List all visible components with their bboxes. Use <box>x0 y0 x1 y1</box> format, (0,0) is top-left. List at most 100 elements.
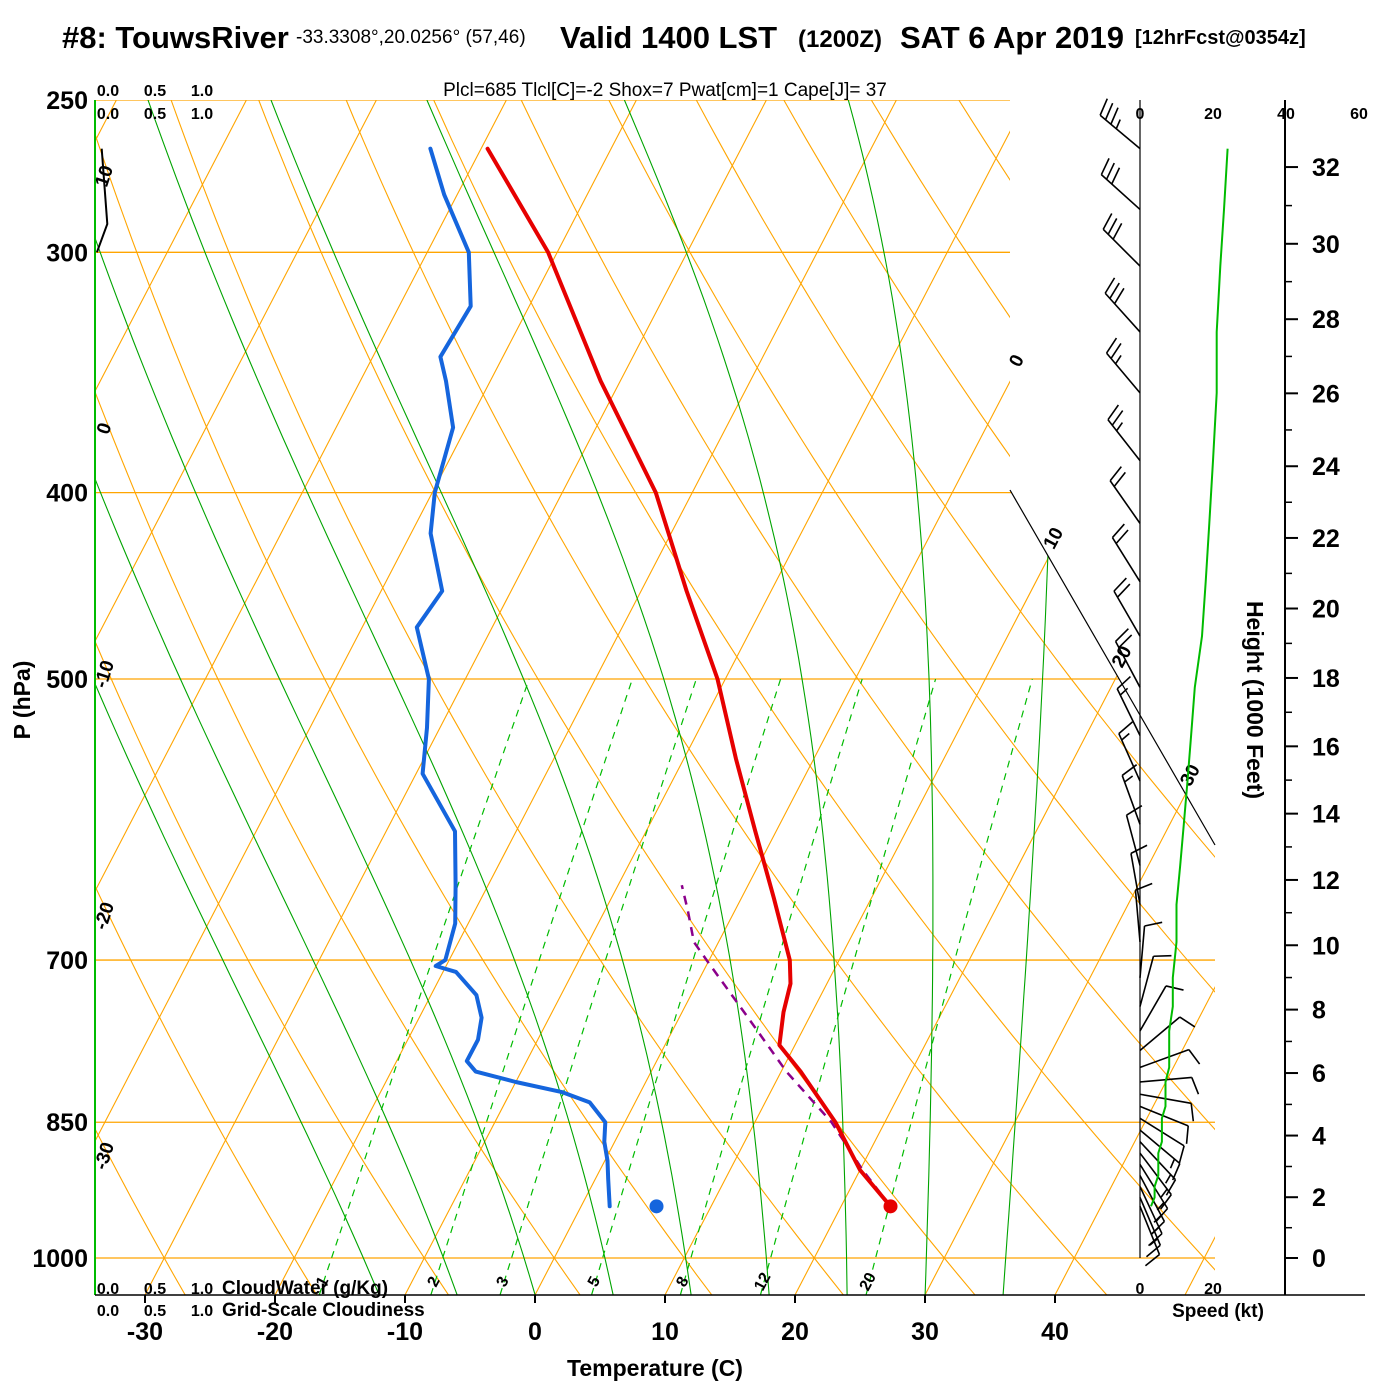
wind-barb-staff <box>1139 1197 1162 1246</box>
pressure-tick-label: 500 <box>46 666 88 694</box>
isotherm-line <box>534 100 1157 1295</box>
wind-barb-full <box>1105 162 1115 180</box>
dry-adiabat-line <box>433 100 1215 1295</box>
wind-barb-staff <box>1107 419 1141 462</box>
height-tick-label: 32 <box>1312 154 1340 182</box>
wind-barb-full <box>1144 921 1163 927</box>
wind-barb-full <box>1109 466 1122 482</box>
height-axis-title: Height (1000 Feet) <box>1242 601 1268 799</box>
dry-adiabat-line <box>170 100 844 1295</box>
cloudiness-scale-label-bottom: 0.0 <box>97 1303 119 1320</box>
wind-barb-full <box>1111 167 1121 185</box>
isotherm-line <box>95 100 247 1295</box>
wind-barb <box>1100 158 1141 211</box>
wind-barb-staff <box>1130 853 1141 905</box>
dry-adiabat-line <box>783 100 1215 1295</box>
wind-barb-full <box>1191 1077 1200 1095</box>
wind-barb-half <box>1115 422 1124 432</box>
isotherm-line <box>95 100 637 1295</box>
wind-barb <box>1118 721 1141 782</box>
moist-adiabat-line <box>1002 100 1054 1295</box>
dry-adiabat-line <box>345 100 1108 1295</box>
wind-barb-staff <box>1100 174 1141 211</box>
wind-barb <box>1105 337 1141 394</box>
wind-barb-half <box>1121 732 1130 741</box>
wind-barb-panel <box>1099 98 1229 1267</box>
pressure-axis-title: P (hPa) <box>9 661 35 740</box>
isotherm-line <box>144 100 767 1295</box>
pressure-tick-label: 250 <box>46 87 88 115</box>
speed-scale-label-top: 0 <box>1136 106 1145 123</box>
wind-barb <box>1139 1152 1172 1210</box>
height-tick-label: 14 <box>1312 801 1340 829</box>
wind-barb-full <box>1153 954 1172 958</box>
grid-cut-boundary <box>1009 489 1216 846</box>
surface-dewpoint-dot <box>649 1199 664 1214</box>
isotherm-line <box>95 100 377 1295</box>
mixing-ratio-line <box>591 678 782 1295</box>
wind-barb-full <box>1118 634 1133 649</box>
speed-scale-label-top: 60 <box>1350 106 1368 123</box>
moist-adiabat-line <box>95 100 536 1295</box>
wind-barb-full <box>1126 805 1143 816</box>
wind-barb-full <box>1145 1244 1161 1258</box>
height-tick-label: 4 <box>1312 1123 1326 1151</box>
pressure-tick-label: 1000 <box>32 1245 88 1273</box>
moist-adiabat-line <box>623 100 848 1295</box>
wind-barb <box>1125 805 1143 866</box>
wind-barb-staff <box>1105 352 1141 394</box>
temperature-tick-label: 0 <box>528 1318 542 1346</box>
wind-barb-full <box>1116 583 1131 598</box>
wind-barb-staff <box>1104 292 1141 333</box>
height-tick-label: 30 <box>1312 231 1340 259</box>
wind-barb <box>1134 882 1153 943</box>
wind-barb <box>1139 1048 1201 1069</box>
cloudiness-scale-label-top: 1.0 <box>191 106 213 123</box>
cloudwater-scale-label-bottom: 1.0 <box>191 1281 213 1298</box>
height-tick-label: 0 <box>1312 1245 1326 1273</box>
wind-barb-full <box>1107 218 1118 235</box>
moist-adiabat-line <box>270 100 692 1295</box>
isotherm-line <box>274 100 897 1295</box>
dry-adiabat-line <box>95 100 713 1295</box>
cloudwater-scale-label-bottom: 0.0 <box>97 1281 119 1298</box>
height-tick-label: 24 <box>1312 453 1340 481</box>
height-tick-label: 20 <box>1312 596 1340 624</box>
temperature-axis-title: Temperature (C) <box>567 1355 743 1381</box>
wind-barb-staff <box>1116 688 1141 736</box>
isotherm-line <box>1054 100 1215 1295</box>
wind-barb <box>1139 985 1184 1032</box>
wind-barb-staff <box>1118 733 1141 782</box>
wind-barb-full <box>1144 1253 1160 1267</box>
cloudiness-scale-label-top: 0.0 <box>97 106 119 123</box>
wind-barb-full <box>1113 471 1126 487</box>
height-tick-label: 28 <box>1312 306 1340 334</box>
dewpoint-curve <box>414 146 612 1209</box>
wind-barb-staff <box>1125 814 1141 866</box>
dry-adiabat-line <box>870 100 1215 1295</box>
wind-barb-half <box>1169 1158 1176 1169</box>
surface-temp-dot <box>883 1199 898 1214</box>
wind-barb-half <box>1151 1226 1160 1235</box>
wind-barb-staff <box>1139 1016 1181 1052</box>
wind-barb-full <box>1105 337 1118 354</box>
wind-barb-full <box>1118 721 1134 735</box>
wind-barb <box>1099 98 1141 150</box>
wind-barb-full <box>1107 404 1120 421</box>
moist-adiabat-line <box>847 100 934 1295</box>
height-tick-label: 12 <box>1312 867 1340 895</box>
isotherm-label: 0 <box>1005 351 1029 370</box>
wind-barb-full <box>1112 223 1123 240</box>
pressure-tick-label: 400 <box>46 480 88 508</box>
wind-barb-staff <box>1111 537 1141 583</box>
wind-barb-full <box>1159 1194 1172 1210</box>
wind-barb-half <box>1164 1174 1172 1184</box>
grid-lines <box>95 100 1215 1295</box>
wind-barb-half <box>1115 119 1121 130</box>
wind-barb-half <box>1153 1214 1162 1223</box>
wind-barb-full <box>1185 1125 1190 1144</box>
dry-adiabat-line <box>1045 100 1215 1295</box>
temperature-tick-label: 20 <box>781 1318 809 1346</box>
